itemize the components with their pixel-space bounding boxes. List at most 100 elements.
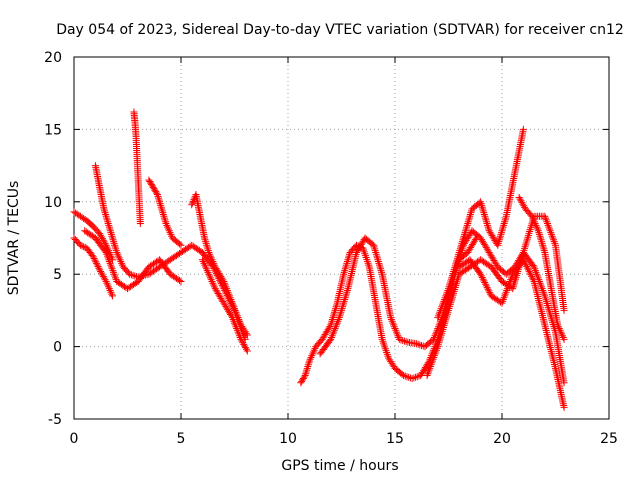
data-point xyxy=(538,239,546,247)
data-point xyxy=(546,227,554,235)
data-point xyxy=(539,286,547,294)
data-point xyxy=(340,270,348,278)
data-point xyxy=(333,321,341,329)
data-point xyxy=(390,323,398,331)
data-point xyxy=(343,288,351,296)
data-point xyxy=(534,225,542,233)
data-point xyxy=(532,268,540,276)
data-point xyxy=(201,236,209,244)
data-point xyxy=(433,344,441,352)
data-point xyxy=(416,341,424,349)
data-point xyxy=(160,214,168,222)
data-point xyxy=(126,270,134,278)
data-point xyxy=(107,261,115,269)
data-point xyxy=(206,272,214,280)
data-point xyxy=(117,258,125,266)
data-point xyxy=(112,245,120,253)
data-point xyxy=(370,241,378,249)
data-point xyxy=(203,267,211,275)
data-point xyxy=(340,268,348,276)
data-point xyxy=(90,254,98,262)
data-point xyxy=(402,338,410,346)
data-point xyxy=(528,212,536,220)
data-point xyxy=(527,271,535,279)
data-point xyxy=(437,317,445,325)
data-point xyxy=(335,315,343,323)
data-point xyxy=(229,301,237,309)
data-point xyxy=(231,305,238,313)
data-point xyxy=(429,355,437,363)
data-point xyxy=(399,337,407,345)
data-point xyxy=(500,221,508,229)
data-point xyxy=(235,332,243,340)
data-point xyxy=(118,259,126,267)
data-point xyxy=(131,272,139,280)
data-point xyxy=(228,297,236,305)
data-point xyxy=(107,230,115,238)
data-point xyxy=(201,234,209,242)
data-point xyxy=(308,352,316,360)
data-point xyxy=(161,218,169,226)
data-point xyxy=(343,258,351,266)
data-point xyxy=(167,230,175,238)
data-point xyxy=(231,321,239,329)
series-arc-f xyxy=(145,176,185,249)
data-point xyxy=(335,314,343,322)
data-point xyxy=(303,366,311,374)
data-point xyxy=(104,281,112,289)
data-point xyxy=(480,277,488,285)
data-point xyxy=(233,326,241,334)
data-point xyxy=(536,232,544,240)
data-point xyxy=(477,272,485,280)
data-points xyxy=(70,108,568,411)
data-point xyxy=(160,212,168,220)
data-point xyxy=(331,325,339,332)
data-point xyxy=(223,286,231,294)
data-point xyxy=(106,225,114,233)
data-point xyxy=(331,306,339,314)
data-point xyxy=(507,274,515,282)
data-point xyxy=(554,321,562,329)
data-point xyxy=(110,239,118,247)
data-point xyxy=(198,256,206,264)
data-point xyxy=(504,283,512,291)
data-point xyxy=(111,274,119,282)
data-point xyxy=(111,272,119,280)
data-point xyxy=(108,290,116,298)
data-point xyxy=(228,299,236,307)
data-point xyxy=(501,216,509,224)
data-point xyxy=(345,252,353,260)
data-point xyxy=(437,305,445,313)
data-point xyxy=(401,372,409,380)
data-point xyxy=(233,325,241,332)
data-point xyxy=(338,306,345,314)
data-point xyxy=(204,247,212,255)
data-point xyxy=(231,306,239,314)
data-point xyxy=(107,263,115,271)
data-point xyxy=(426,364,434,372)
data-point xyxy=(304,363,312,371)
data-point xyxy=(496,232,504,240)
data-point xyxy=(225,290,233,298)
data-point xyxy=(541,214,549,222)
data-point xyxy=(102,248,110,256)
data-point xyxy=(332,323,340,331)
data-point xyxy=(471,236,479,244)
data-point xyxy=(465,216,473,224)
data-point xyxy=(436,319,444,327)
data-point xyxy=(507,276,515,284)
x-tick-label: 20 xyxy=(493,431,511,447)
data-point xyxy=(457,243,465,251)
data-point xyxy=(206,274,214,282)
data-point xyxy=(105,283,113,291)
data-point xyxy=(233,312,241,320)
data-point xyxy=(327,319,335,327)
data-point xyxy=(532,221,540,229)
data-point xyxy=(442,290,450,298)
data-point xyxy=(519,125,527,133)
data-point xyxy=(560,306,568,314)
data-point xyxy=(156,198,164,206)
data-point xyxy=(525,267,533,275)
data-point xyxy=(300,373,308,381)
